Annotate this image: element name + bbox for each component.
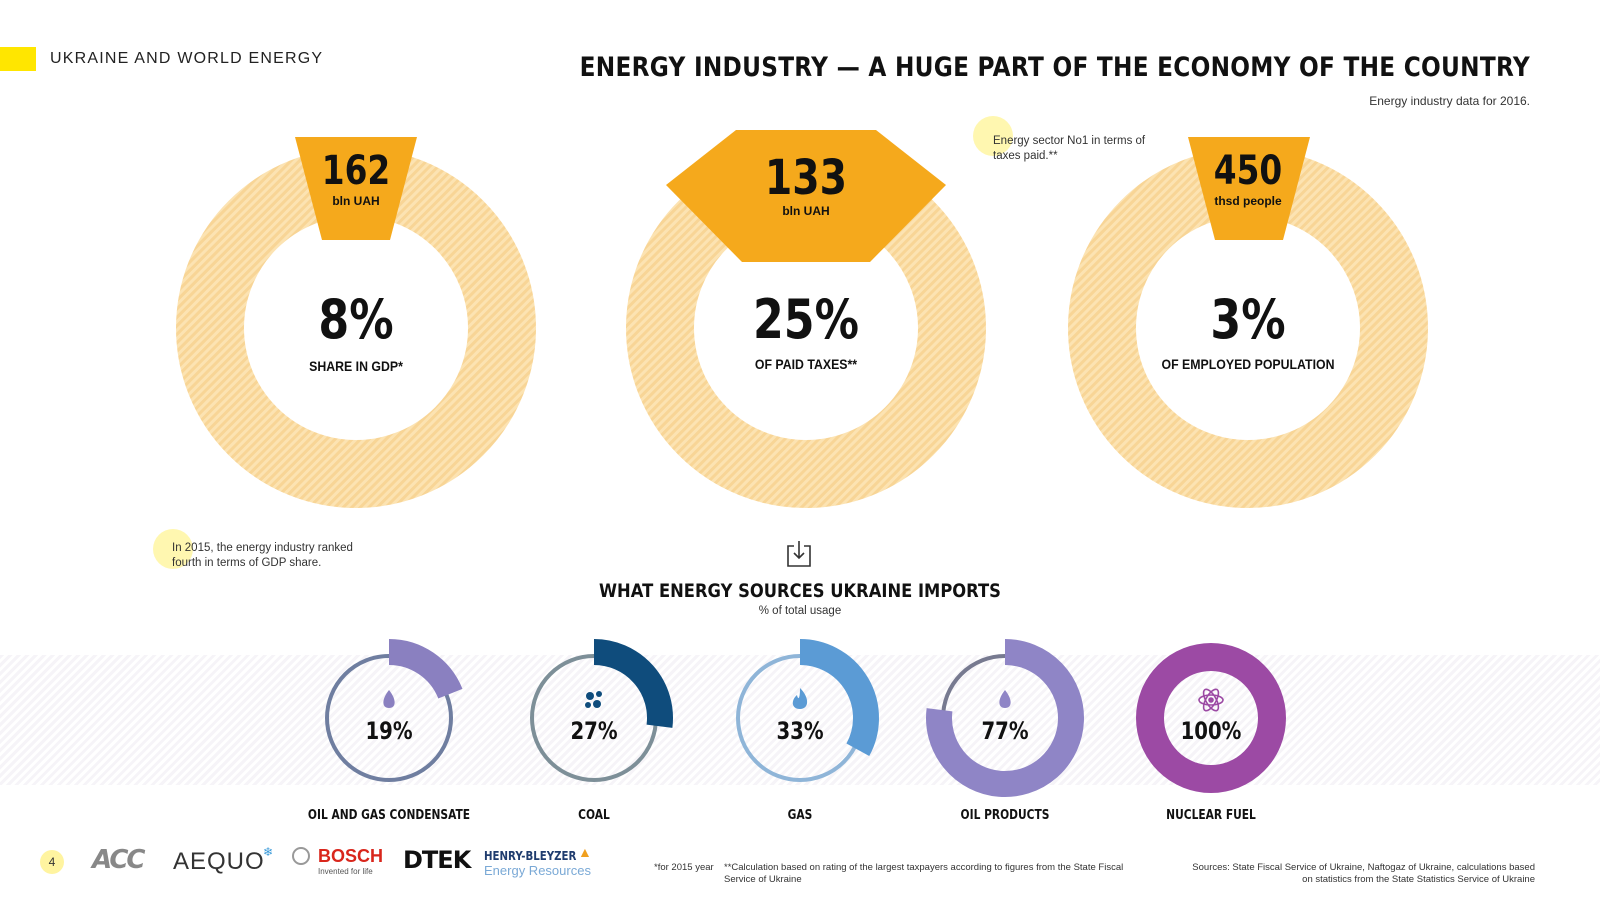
taxes-value: 133 [764, 150, 848, 206]
coal-icon [585, 691, 602, 708]
coal-percent: 27% [570, 717, 618, 745]
ring-value-arc [593, 639, 673, 728]
note-highlight-dot [153, 529, 193, 569]
nuclear-label: NUCLEAR FUEL [1166, 808, 1256, 823]
ring-4 [1136, 643, 1286, 793]
page-title: ENERGY INDUSTRY — A HUGE PART OF THE ECO… [579, 52, 1530, 83]
logo-acc: ACC [92, 845, 146, 875]
logo-aequo: AEQUO [173, 848, 265, 875]
rings-background-band [0, 655, 1600, 785]
flame-icon [792, 688, 808, 709]
ring-1 [530, 639, 673, 782]
gdp-note: In 2015, the energy industry ranked four… [172, 542, 353, 569]
ring-value-arc [388, 639, 463, 700]
ring-3 [926, 639, 1084, 797]
taxes-unit: bln UAH [782, 204, 830, 218]
import-icon [787, 541, 811, 567]
imports-rings [325, 639, 1286, 797]
indicator-donuts [176, 130, 1428, 508]
footnote-sources: Sources: State Fiscal Service of Ukraine… [1192, 862, 1535, 885]
footnote-year: *for 2015 year [654, 862, 714, 873]
snowflake-icon: ❄ [263, 845, 274, 859]
logo-henry-bleyzer-sub: Energy Resources [484, 863, 591, 878]
oil-gas-label: OIL AND GAS CONDENSATE [307, 808, 471, 823]
employment-percent: 3% [1210, 288, 1286, 351]
oil-products-label: OIL PRODUCTS [960, 808, 1050, 823]
gas-percent: 33% [776, 717, 824, 745]
section-accent-bar [0, 47, 36, 71]
logo-dtek: DTEK [403, 846, 471, 874]
employment-unit: thsd people [1214, 194, 1282, 208]
tab-employment [1188, 137, 1310, 240]
section-label: UKRAINE AND WORLD ENERGY [50, 50, 324, 67]
atom-icon [1198, 688, 1224, 712]
ring-value-arc [1136, 643, 1286, 793]
employment-label: OF EMPLOYED POPULATION [1161, 356, 1335, 372]
tab-gdp [295, 137, 417, 240]
gdp-value: 162 [321, 148, 391, 194]
nuclear-percent: 100% [1180, 717, 1242, 745]
ring-value-arc [926, 639, 1084, 797]
oil-gas-percent: 19% [365, 717, 413, 745]
bosch-armature-icon [292, 847, 310, 865]
oil-products-percent: 77% [981, 717, 1029, 745]
coal-label: COAL [578, 808, 610, 823]
ring-0 [325, 639, 463, 782]
drop-icon: ▲ [578, 844, 592, 860]
taxes-label: OF PAID TAXES** [754, 356, 858, 372]
gdp-unit: bln UAH [332, 194, 380, 208]
oil-drop-icon [383, 690, 395, 708]
employment-value: 450 [1213, 148, 1283, 194]
taxes-percent: 25% [752, 288, 859, 351]
imports-subtitle: % of total usage [758, 605, 842, 617]
ring-value-arc [799, 639, 879, 757]
gdp-percent: 8% [318, 288, 394, 351]
gas-label: GAS [787, 808, 813, 823]
page-number: 4 [40, 850, 64, 874]
imports-title: WHAT ENERGY SOURCES UKRAINE IMPORTS [599, 580, 1001, 602]
oil-drop-icon [999, 690, 1011, 708]
gdp-label: SHARE IN GDP* [309, 358, 403, 374]
logo-bosch-tagline: Invented for life [318, 867, 373, 876]
logo-henry-bleyzer: HENRY-BLEYZER [484, 849, 577, 863]
taxes-note: Energy sector No1 in terms of taxes paid… [993, 135, 1146, 162]
page-subtitle: Energy industry data for 2016. [1369, 94, 1530, 108]
footnote-calc: **Calculation based on rating of the lar… [724, 862, 1124, 885]
tab-taxes [666, 130, 946, 262]
note-highlight-dot [973, 116, 1013, 156]
logo-bosch: BOSCH [318, 846, 384, 866]
ring-2 [736, 639, 879, 782]
